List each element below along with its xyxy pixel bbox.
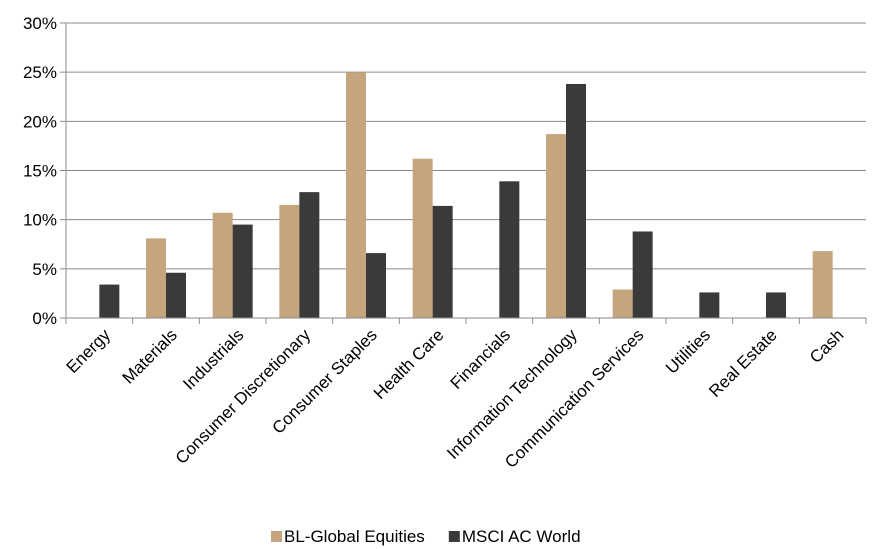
x-tick-label-communication-services: Communication Services (501, 325, 647, 471)
x-tick-label-consumer-discretionary: Consumer Discretionary (172, 325, 315, 468)
x-tick-label-materials: Materials (119, 325, 181, 387)
x-tick-label-health-care: Health Care (370, 325, 448, 403)
x-tick-label-industrials: Industrials (179, 325, 247, 393)
y-tick-labels: 0% 5% 10% 15% 20% 25% 30% (23, 14, 57, 328)
bar-bl-global-equities-materials (146, 238, 166, 318)
y-tick-label: 0% (32, 309, 57, 328)
bar-msci-ac-world-industrials (233, 225, 253, 318)
legend-item-msci-ac-world: MSCI AC World (449, 527, 581, 546)
y-tick-label: 10% (23, 211, 57, 230)
legend: BL-Global Equities MSCI AC World (271, 527, 581, 546)
bar-msci-ac-world-health-care (433, 206, 453, 318)
legend-label: MSCI AC World (462, 527, 581, 546)
bar-bl-global-equities-information-technology (546, 134, 566, 318)
x-tick-label-cash: Cash (806, 325, 847, 366)
bar-bl-global-equities-consumer-staples (346, 72, 366, 318)
bar-bl-global-equities-health-care (413, 159, 433, 318)
bar-msci-ac-world-real-estate (766, 292, 786, 318)
bar-msci-ac-world-communication-services (633, 231, 653, 318)
bar-msci-ac-world-materials (166, 273, 186, 318)
legend-label: BL-Global Equities (284, 527, 425, 546)
x-tick-label-utilities: Utilities (662, 325, 714, 377)
bar-msci-ac-world-financials (499, 181, 519, 318)
bar-bl-global-equities-consumer-discretionary (279, 205, 299, 318)
y-tick-label: 20% (23, 112, 57, 131)
bar-bl-global-equities-industrials (213, 213, 233, 318)
y-tick-label: 25% (23, 63, 57, 82)
legend-swatch (449, 531, 460, 542)
x-tick-label-real-estate: Real Estate (705, 325, 781, 401)
bar-msci-ac-world-consumer-discretionary (299, 192, 319, 318)
x-tick-label-information-technology: Information Technology (443, 325, 581, 463)
x-tick-label-energy: Energy (63, 325, 115, 377)
y-tick-label: 15% (23, 162, 57, 181)
bar-msci-ac-world-information-technology (566, 84, 586, 318)
x-tick-label-financials: Financials (447, 325, 515, 393)
legend-item-bl-global-equities: BL-Global Equities (271, 527, 425, 546)
bar-msci-ac-world-energy (99, 285, 119, 318)
y-tick-label: 30% (23, 14, 57, 33)
bar-bl-global-equities-cash (813, 251, 833, 318)
bar-msci-ac-world-consumer-staples (366, 253, 386, 318)
y-tick-label: 5% (32, 260, 57, 279)
bar-bl-global-equities-communication-services (613, 289, 633, 318)
bars (99, 72, 832, 318)
bar-msci-ac-world-utilities (699, 292, 719, 318)
legend-swatch (271, 531, 282, 542)
